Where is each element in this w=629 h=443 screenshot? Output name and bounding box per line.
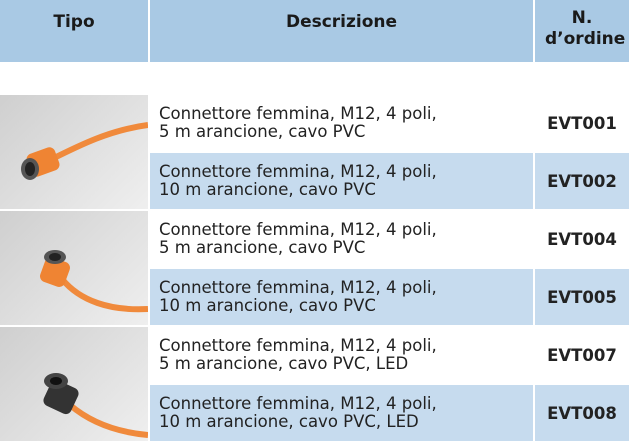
description-line: 5 m arancione, cavo PVC [159, 238, 366, 257]
description-cell: Connettore femmina, M12, 4 poli, 5 m aran… [150, 211, 533, 267]
header-tipo: Tipo [0, 0, 148, 62]
description-line: Connettore femmina, M12, 4 poli, [159, 162, 437, 181]
description-cell: Connettore femmina, M12, 4 poli, 5 m aran… [150, 95, 533, 151]
order-code: EVT002 [535, 153, 629, 209]
description-line: Connettore femmina, M12, 4 poli, [159, 220, 437, 239]
product-image [0, 211, 148, 325]
description-cell: Connettore femmina, M12, 4 poli, 10 m ara… [150, 153, 533, 209]
header-ordine: N. d’ordine [535, 0, 629, 62]
order-code: EVT008 [535, 385, 629, 441]
description-line: Connettore femmina, M12, 4 poli, [159, 278, 437, 297]
product-image [0, 95, 148, 209]
description-line: 10 m arancione, cavo PVC [159, 296, 376, 315]
header-descrizione: Descrizione [150, 0, 533, 62]
description-line: Connettore femmina, M12, 4 poli, [159, 394, 437, 413]
order-code: EVT007 [547, 345, 617, 365]
description-line: 5 m arancione, cavo PVC [159, 122, 366, 141]
description-cell: Connettore femmina, M12, 4 poli, 10 m ara… [150, 385, 533, 441]
description-line: 10 m arancione, cavo PVC, LED [159, 412, 419, 431]
product-image [0, 327, 148, 441]
order-code: EVT004 [547, 229, 617, 249]
description-line: 10 m arancione, cavo PVC [159, 180, 376, 199]
description-line: Connettore femmina, M12, 4 poli, [159, 336, 437, 355]
description-cell: Connettore femmina, M12, 4 poli, 5 m aran… [150, 327, 533, 383]
description-line: Connettore femmina, M12, 4 poli, [159, 104, 437, 123]
order-code: EVT005 [535, 269, 629, 325]
description-line: 5 m arancione, cavo PVC, LED [159, 354, 409, 373]
order-code: EVT001 [547, 113, 617, 133]
description-cell: Connettore femmina, M12, 4 poli, 10 m ara… [150, 269, 533, 325]
